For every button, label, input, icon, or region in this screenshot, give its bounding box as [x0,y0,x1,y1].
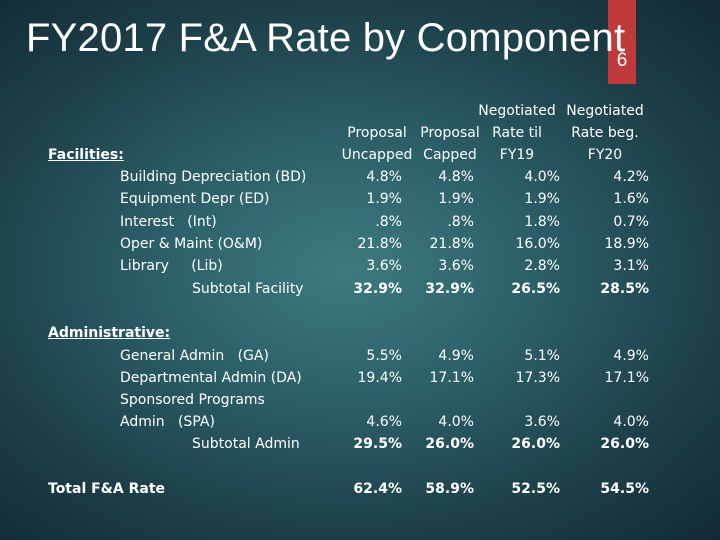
cell-da-uncapped: 19.4% [357,370,402,386]
cell-lib-beg-fy20: 3.1% [613,258,649,274]
cell-subfac-capped: 32.9% [425,281,474,297]
cell-lib-uncapped: 3.6% [366,258,402,274]
cell-spa-til-fy19: 3.6% [524,414,560,430]
accent-bar [608,0,636,84]
cell-bd-til-fy19: 4.0% [524,169,560,185]
row-label-int: Interest (Int) [120,214,217,230]
cell-ed-capped: 1.9% [438,191,474,207]
cell-ga-beg-fy20: 4.9% [613,348,649,364]
cell-total-beg-fy20: 54.5% [600,481,649,497]
header-col1-line2: Uncapped [341,147,413,163]
cell-subfac-uncapped: 32.9% [353,281,402,297]
cell-bd-uncapped: 4.8% [366,169,402,185]
cell-bd-capped: 4.8% [438,169,474,185]
cell-subadm-uncapped: 29.5% [353,436,402,452]
cell-om-capped: 21.8% [429,236,474,252]
cell-ed-uncapped: 1.9% [366,191,402,207]
cell-total-uncapped: 62.4% [353,481,402,497]
row-label-da: Departmental Admin (DA) [120,370,302,386]
header-col4-line2: FY20 [587,147,623,163]
row-label-bd: Building Depreciation (BD) [120,169,307,185]
cell-total-til-fy19: 52.5% [511,481,560,497]
cell-lib-til-fy19: 2.8% [524,258,560,274]
cell-int-til-fy19: 1.8% [524,214,560,230]
cell-subfac-til-fy19: 26.5% [511,281,560,297]
slide-title: FY2017 F&A Rate by Component [26,16,626,60]
cell-subadm-capped: 26.0% [425,436,474,452]
cell-om-beg-fy20: 18.9% [604,236,649,252]
cell-int-beg-fy20: 0.7% [613,214,649,230]
header-col4-line1: Rate beg. [571,125,639,141]
cell-subadm-til-fy19: 26.0% [511,436,560,452]
subtotal-admin-label: Subtotal Admin [192,436,300,452]
header-col1-line1: Proposal [347,125,407,141]
cell-spa-beg-fy20: 4.0% [613,414,649,430]
cell-da-capped: 17.1% [429,370,474,386]
cell-ed-beg-fy20: 1.6% [613,191,649,207]
cell-total-capped: 58.9% [425,481,474,497]
cell-subadm-beg-fy20: 26.0% [600,436,649,452]
header-col3-line2: FY19 [499,147,535,163]
row-label-om: Oper & Maint (O&M) [120,236,263,252]
administrative-heading: Administrative: [48,325,171,341]
cell-da-beg-fy20: 17.1% [604,370,649,386]
cell-da-til-fy19: 17.3% [515,370,560,386]
cell-lib-capped: 3.6% [438,258,474,274]
header-col2-line2: Capped [423,147,477,163]
cell-spa-uncapped: 4.6% [366,414,402,430]
subtotal-facility-label: Subtotal Facility [192,281,304,297]
cell-ga-capped: 4.9% [438,348,474,364]
row-label-ed: Equipment Depr (ED) [120,191,270,207]
row-label-lib: Library (Lib) [120,258,223,274]
cell-om-uncapped: 21.8% [357,236,402,252]
cell-subfac-beg-fy20: 28.5% [600,281,649,297]
header-col2-line1: Proposal [420,125,480,141]
page-number: 6 [616,50,628,71]
cell-spa-capped: 4.0% [438,414,474,430]
total-label: Total F&A Rate [48,481,166,497]
cell-om-til-fy19: 16.0% [515,236,560,252]
header-col3-line1: Rate til [492,125,542,141]
cell-ga-til-fy19: 5.1% [524,348,560,364]
cell-ed-til-fy19: 1.9% [524,191,560,207]
cell-bd-beg-fy20: 4.2% [613,169,649,185]
cell-int-uncapped: .8% [375,214,402,230]
cell-ga-uncapped: 5.5% [366,348,402,364]
header-col4-line0: Negotiated [566,103,644,119]
header-col3-line0: Negotiated [478,103,556,119]
row-label-spa-line1: Sponsored Programs [120,392,265,408]
row-label-ga: General Admin (GA) [120,348,269,364]
row-label-spa-line2: Admin (SPA) [120,414,215,430]
facilities-heading: Facilities: [48,147,124,163]
cell-int-capped: .8% [447,214,474,230]
